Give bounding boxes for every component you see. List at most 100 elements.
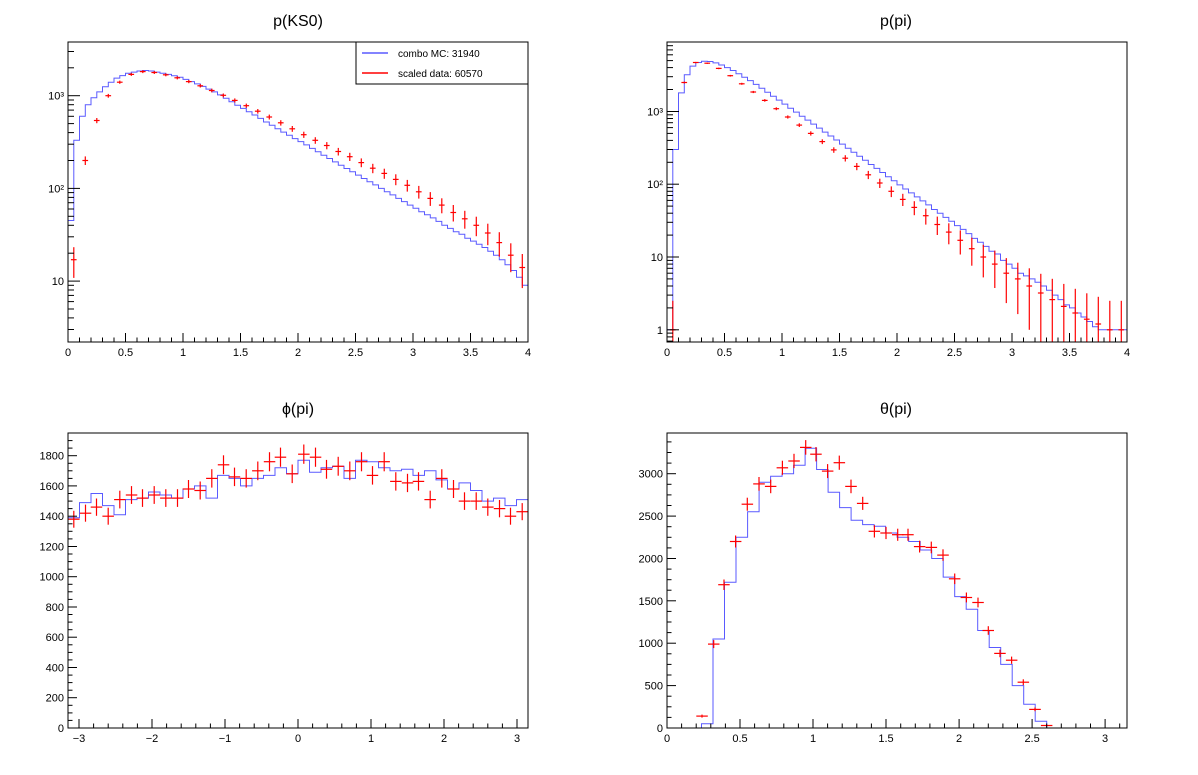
data-point <box>741 497 754 511</box>
data-point <box>902 528 914 541</box>
data-point <box>243 103 250 108</box>
x-tick-label: 0 <box>664 347 670 359</box>
x-tick-label: 0.5 <box>732 733 747 745</box>
x-tick-label: 3 <box>410 347 416 359</box>
data-point <box>217 455 230 475</box>
y-tick-label: 10² <box>48 183 64 195</box>
data-point <box>800 440 812 455</box>
data-point <box>252 461 264 481</box>
data-point <box>1049 278 1056 342</box>
y-tick-label: 1500 <box>639 596 663 608</box>
data-point <box>922 208 929 225</box>
data-point <box>507 243 514 273</box>
x-tick-label: 3 <box>1102 733 1108 745</box>
data-point <box>344 461 356 481</box>
data-point <box>274 447 287 467</box>
x-tick-label: 0 <box>295 733 301 745</box>
data-point <box>355 452 368 472</box>
data-point <box>1083 293 1090 342</box>
x-tick-label: 3.5 <box>1062 347 1077 359</box>
data-point <box>470 492 482 510</box>
y-tick-label: 800 <box>46 602 64 614</box>
data-point <box>692 61 699 64</box>
data-point <box>174 76 181 80</box>
data-point <box>194 481 206 500</box>
chart-title: ϕ(pi) <box>282 401 314 418</box>
data-point <box>369 163 376 174</box>
chart-title: θ(pi) <box>880 401 912 418</box>
data-point <box>1072 288 1079 342</box>
legend-label-mc: combo MC: 31940 <box>398 49 480 60</box>
data-point <box>484 223 491 246</box>
plot-frame <box>67 432 529 729</box>
data-point <box>1005 656 1018 664</box>
data-point <box>1037 273 1044 342</box>
data-point <box>182 480 195 498</box>
data-point <box>125 486 138 504</box>
data-point <box>991 250 998 288</box>
x-tick-label: 4 <box>1124 347 1130 359</box>
data-point <box>865 170 872 180</box>
y-tick-label: 2000 <box>639 554 663 566</box>
data-point <box>696 714 708 718</box>
data-point <box>738 82 745 85</box>
x-tick-label: 2 <box>295 347 301 359</box>
data-point <box>390 472 402 491</box>
data-point <box>79 504 92 522</box>
data-point <box>888 186 895 198</box>
data-point <box>830 147 837 153</box>
y-tick-label: 1000 <box>639 638 663 650</box>
y-tick-label: 1800 <box>40 451 64 463</box>
data-point <box>346 152 353 161</box>
plot-frame <box>67 41 529 343</box>
data-point <box>876 178 883 188</box>
data-point <box>436 469 448 488</box>
data-point <box>185 80 192 84</box>
legend-label-data: scaled data: 60570 <box>398 69 483 80</box>
data-point <box>266 114 273 120</box>
y-tick-label: 10³ <box>48 91 64 103</box>
data-point <box>764 479 777 494</box>
data-point <box>982 626 994 635</box>
data-point <box>263 452 276 472</box>
data-point <box>93 118 100 124</box>
x-tick-label: 1 <box>180 347 186 359</box>
chart-panel-phi-pi: ϕ(pi) −3 −2 −1 0 1 2 3 0 200 400 600 800 1000 1200 140… <box>40 401 529 745</box>
x-tick-label: −3 <box>73 733 86 745</box>
data-point <box>856 496 869 510</box>
data-point <box>925 541 938 554</box>
x-tick-label: −1 <box>219 733 232 745</box>
data-point <box>312 137 319 144</box>
data-point <box>240 469 252 488</box>
data-point <box>136 489 149 507</box>
data-point <box>1118 300 1125 342</box>
x-tick-label: 1 <box>368 733 374 745</box>
data-point <box>162 73 169 77</box>
data-point <box>197 84 204 88</box>
x-tick-label: 0 <box>65 347 71 359</box>
data-point <box>424 490 436 509</box>
data-point <box>151 71 158 74</box>
legend-box <box>355 41 529 85</box>
data-point <box>231 98 238 103</box>
data-point <box>458 492 471 510</box>
x-tick-label: 2 <box>956 733 962 745</box>
data-point <box>378 452 390 472</box>
data-point <box>116 80 123 84</box>
data-point <box>911 201 918 216</box>
data-point <box>729 535 742 548</box>
x-tick-label: 1.5 <box>832 347 847 359</box>
data-point <box>320 459 333 479</box>
data-point <box>704 62 711 64</box>
data-point <box>160 489 172 507</box>
x-tick-label: 1.5 <box>878 733 893 745</box>
data-point <box>807 131 814 136</box>
data-point <box>1014 262 1021 315</box>
data-point <box>833 455 846 470</box>
data-point <box>1095 296 1102 342</box>
y-tick-label: 1 <box>657 325 663 337</box>
data-point <box>358 158 365 168</box>
y-tick-label: 10² <box>647 179 663 191</box>
data-point <box>819 139 826 145</box>
